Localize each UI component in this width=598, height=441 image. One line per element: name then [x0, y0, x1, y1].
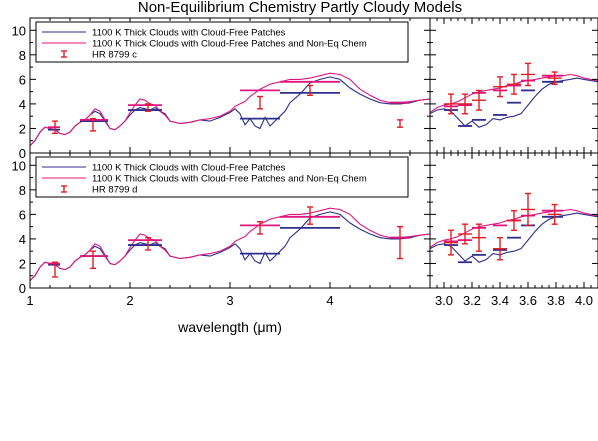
data-point-errorbar: [472, 223, 486, 252]
series-line-2: [30, 207, 430, 281]
x-tick-label: 1: [26, 293, 33, 308]
legend-box: [35, 156, 409, 198]
data-point-errorbar: [507, 209, 521, 232]
x-tick-label: 4: [326, 293, 333, 308]
x-axis-label: wavelength (μm): [177, 319, 282, 335]
data-point-errorbar: [90, 117, 96, 132]
data-point-errorbar: [444, 93, 458, 115]
y-tick-label: 10: [12, 23, 26, 38]
y-tick-label: 0: [19, 146, 26, 161]
data-point-errorbar: [307, 206, 313, 225]
legend-label: 1100 K Thick Clouds with Cloud-Free Patc…: [92, 39, 367, 50]
figure-title: Non-Equilibrium Chemistry Partly Cloudy …: [138, 0, 462, 16]
x-tick-label: 3.8: [547, 293, 565, 308]
y-tick-label: 4: [19, 232, 26, 247]
data-point-errorbar: [521, 62, 535, 87]
data-point-errorbar: [547, 71, 562, 85]
panel-2: [429, 17, 598, 154]
x-tick-label: 3: [226, 293, 233, 308]
data-point-errorbar: [52, 261, 58, 278]
x-tick-label: 3.6: [519, 293, 537, 308]
legend-label: HR 8799 d: [92, 185, 137, 196]
y-tick-label: 8: [19, 48, 26, 63]
data-point-errorbar: [547, 203, 562, 225]
plot-area: [30, 72, 430, 146]
data-point-errorbar: [444, 229, 458, 256]
plot-area: [430, 192, 598, 264]
x-tick-label: 3.2: [463, 293, 481, 308]
data-point-errorbar: [493, 236, 507, 261]
data-point-errorbar: [397, 119, 403, 128]
legend-label: 1100 K Thick Clouds with Cloud-Free Patc…: [92, 28, 286, 39]
x-tick-label: 3.0: [435, 293, 453, 308]
legend-label: 1100 K Thick Clouds with Cloud-Free Patc…: [92, 163, 286, 174]
panel-4: 3.0 3.2 3.4 3.6 3.8 4.0: [429, 152, 598, 308]
data-point-errorbar: [52, 120, 58, 135]
data-point-errorbar: [257, 95, 263, 110]
y-tick-label: 0: [19, 281, 26, 296]
y-tick-label: 2: [19, 256, 26, 271]
data-point-errorbar: [90, 250, 96, 270]
data-point-errorbar: [521, 192, 535, 227]
data-point-errorbar: [472, 89, 486, 111]
x-tick-label: 3.4: [491, 293, 509, 308]
x-tick-label: 4.0: [575, 293, 593, 308]
legend: 1100 K Thick Clouds with Cloud-Free Patc…: [35, 156, 409, 198]
plot-area: [430, 62, 598, 128]
x-tick-label: 2: [126, 293, 133, 308]
series-line-1: [430, 212, 598, 263]
legend: 1100 K Thick Clouds with Cloud-Free Patc…: [35, 21, 409, 63]
legend-label: HR 8799 c: [92, 50, 137, 61]
data-point-errorbar: [458, 223, 472, 245]
y-tick-label: 6: [19, 72, 26, 87]
data-point-errorbar: [397, 225, 403, 260]
panel-1: 0 2 4 6 8 10 1100 K Thick Clouds with Cloud-Fr…: [12, 17, 431, 161]
y-tick-label: 2: [19, 121, 26, 136]
y-tick-label: 4: [19, 97, 26, 112]
series-line-2: [30, 72, 430, 146]
data-point-errorbar: [145, 236, 151, 251]
data-point-errorbar: [458, 93, 472, 115]
y-tick-label: 8: [19, 183, 26, 198]
y-tick-label: 10: [12, 158, 26, 173]
data-point-errorbar: [257, 221, 263, 235]
data-point-errorbar: [145, 103, 151, 112]
series-line-1: [430, 77, 598, 128]
legend-label: 1100 K Thick Clouds with Cloud-Free Patc…: [92, 174, 367, 185]
y-tick-label: 6: [19, 207, 26, 222]
legend-box: [35, 21, 409, 63]
data-point-errorbar: [307, 84, 313, 97]
data-point-errorbar: [507, 73, 521, 95]
plot-area: [30, 206, 430, 281]
data-point-errorbar: [493, 76, 507, 98]
